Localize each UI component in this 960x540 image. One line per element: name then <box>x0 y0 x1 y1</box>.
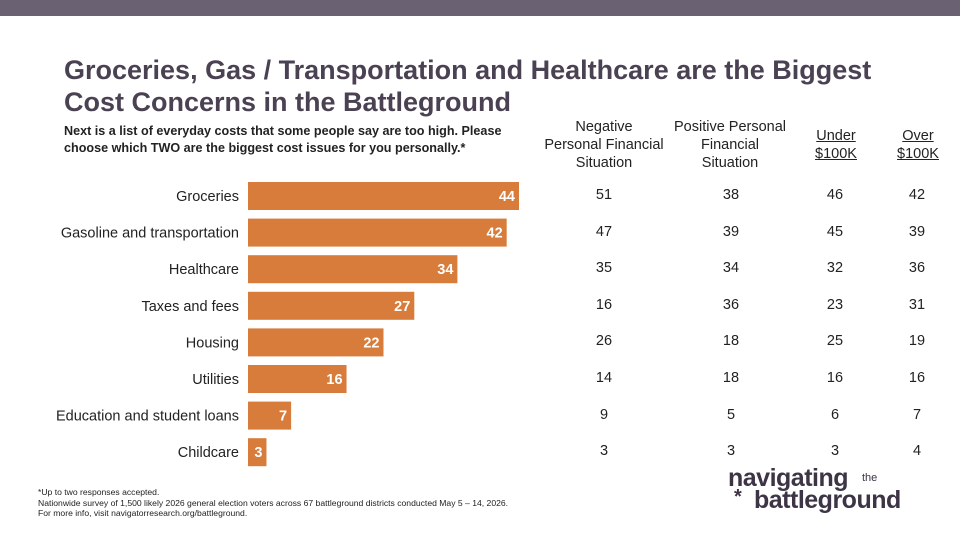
bar <box>248 218 507 247</box>
data-label: 16 <box>326 372 342 388</box>
table-cell: 16 <box>826 370 844 386</box>
table-cell: 36 <box>908 260 926 277</box>
table-cell: 39 <box>722 223 740 240</box>
table-cell: 38 <box>722 187 740 203</box>
table-cell: 42 <box>908 187 926 203</box>
table-cell: 3 <box>830 443 840 460</box>
table-cell: 32 <box>826 260 844 277</box>
category-label: Education and student loans <box>56 409 239 425</box>
bar <box>248 365 347 393</box>
bar <box>248 328 384 357</box>
category-label: Taxes and fees <box>141 299 239 315</box>
data-label: 42 <box>487 226 503 242</box>
table-cell: 36 <box>722 296 740 313</box>
table-cell: 46 <box>826 187 844 203</box>
bar <box>248 182 519 210</box>
table-cell: 7 <box>912 406 922 423</box>
category-label: Housing <box>186 335 239 351</box>
column-header-negative: Negative Personal Financial Situation <box>544 119 664 171</box>
footnotes: *Up to two responses accepted. Nationwid… <box>38 487 508 519</box>
table-cell: 6 <box>830 406 840 423</box>
column-header-under-100k: Under $100K <box>815 128 857 162</box>
table-cell: 26 <box>595 333 613 350</box>
table-cell: 35 <box>595 260 613 277</box>
bar <box>248 438 267 467</box>
survey-question: Next is a list of everyday costs that so… <box>64 124 502 155</box>
table-cell: 45 <box>826 223 844 240</box>
table-cell: 3 <box>726 443 736 460</box>
table-cell: 19 <box>908 333 926 350</box>
table-cell: 14 <box>595 370 613 386</box>
star-icon: * <box>734 486 742 508</box>
table-cell: 51 <box>595 187 613 203</box>
data-label: 44 <box>499 189 515 205</box>
data-label: 7 <box>279 409 287 425</box>
data-label: 27 <box>394 299 410 315</box>
category-label: Healthcare <box>169 262 239 278</box>
table-cell: 16 <box>908 370 926 386</box>
table-cell: 3 <box>599 443 609 460</box>
category-label: Gasoline and transportation <box>61 226 239 242</box>
table-cell: 31 <box>908 296 926 313</box>
table-cell: 25 <box>826 333 844 350</box>
data-label: 34 <box>437 262 453 278</box>
column-header-positive: Positive Personal Financial Situation <box>673 119 787 171</box>
page-title: Groceries, Gas / Transportation and Heal… <box>64 55 872 117</box>
table-cell: 18 <box>722 333 740 350</box>
footnote-line: For more info, visit navigatorresearch.o… <box>38 508 248 518</box>
table-cell: 9 <box>599 406 609 423</box>
logo: navigating the * battleground <box>728 464 901 514</box>
top-bar <box>0 0 960 16</box>
table-cell: 18 <box>722 370 740 386</box>
bar <box>248 255 458 284</box>
table-cell: 39 <box>908 223 926 240</box>
data-label: 22 <box>363 335 379 351</box>
table-cell: 34 <box>722 260 740 277</box>
category-label: Utilities <box>192 372 239 388</box>
data-label: 3 <box>254 445 262 461</box>
bar <box>248 401 292 430</box>
category-label: Childcare <box>178 445 239 461</box>
footnote-line: Nationwide survey of 1,500 likely 2026 g… <box>38 497 509 508</box>
table-cell: 5 <box>726 406 736 423</box>
table-cell: 47 <box>595 223 613 240</box>
table-cell: 16 <box>595 296 613 313</box>
bar <box>248 291 415 320</box>
category-label: Groceries <box>176 189 239 205</box>
table-cell: 4 <box>912 443 922 460</box>
footnote-line: *Up to two responses accepted. <box>38 487 160 497</box>
table-cell: 23 <box>826 296 844 313</box>
column-header-over-100k: Over $100K <box>897 128 939 162</box>
